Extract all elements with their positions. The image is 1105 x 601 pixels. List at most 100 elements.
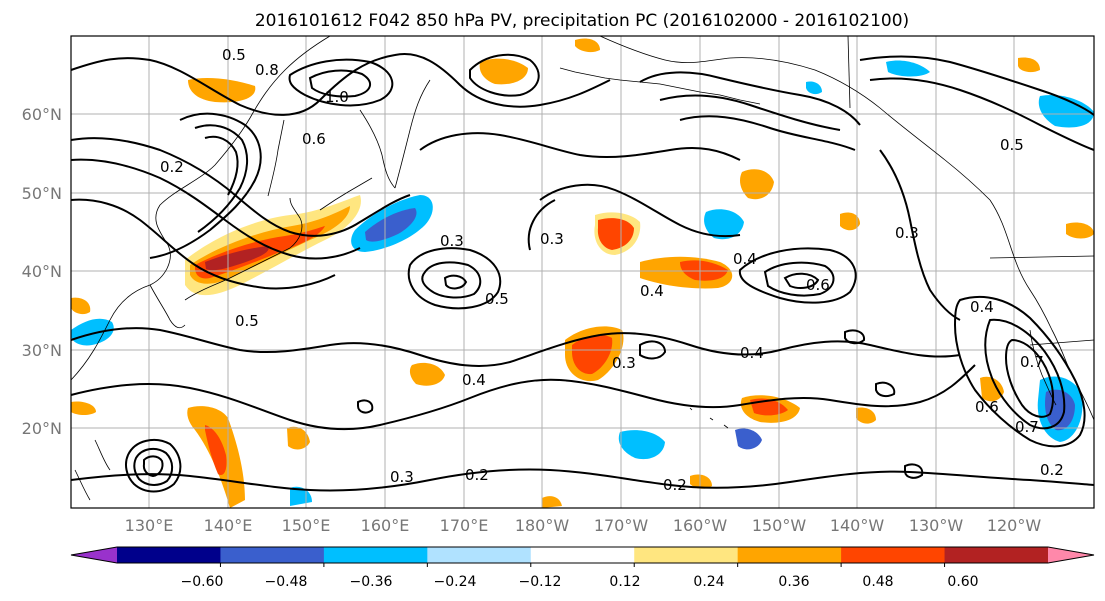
pv-contour-line-15	[539, 183, 741, 238]
colorbar-segment	[117, 547, 221, 563]
coast-alaska	[599, 35, 991, 201]
contour-label: 0.5	[222, 46, 246, 64]
pv-contour-line-30	[1004, 338, 1055, 418]
pv-contour-line-23	[70, 327, 601, 367]
colorbar-tick-label: 0.48	[862, 574, 893, 590]
lon-label: 140°W	[830, 516, 885, 535]
pv-contour-line-12	[70, 158, 361, 260]
pv-contour-line-22	[783, 272, 820, 289]
precip-blob-south-1	[542, 496, 562, 508]
precip-blob-kuril-neg-core	[365, 208, 417, 242]
contour-label: 0.2	[663, 476, 687, 494]
colorbar-segment	[220, 547, 325, 563]
colorbar-segment	[737, 547, 842, 563]
pv-contour-line-7	[679, 115, 856, 151]
contour-label: 0.4	[462, 371, 486, 389]
colorbar-outline	[70, 546, 1095, 564]
colorbar-tick-labels: −0.60 −0.48 −0.36 −0.24 −0.12 0.12 0.24 …	[181, 574, 979, 590]
pv-contour-line-34	[125, 439, 182, 493]
colorbar-tick-label: −0.12	[519, 574, 562, 590]
lon-label: 160°E	[361, 516, 410, 535]
pv-contour-line-32	[859, 55, 1095, 116]
pv-contour-line-4	[469, 53, 540, 97]
precip-blob-n-orange	[575, 38, 600, 53]
pv-contour-line-36	[142, 455, 164, 478]
lon-label: 150°W	[752, 516, 807, 535]
lat-label-40n: 40°N	[22, 262, 62, 281]
colorbar-segments	[70, 546, 1095, 564]
colorbar-tick-label: −0.48	[265, 574, 308, 590]
precip-blob-south-2	[690, 474, 712, 489]
pv-contours	[70, 53, 1095, 493]
pv-contour-line-31	[879, 149, 961, 321]
colorbar-tick-label: 0.24	[693, 574, 724, 590]
colorbar-segment	[530, 547, 635, 563]
precip-blob-neg-2	[735, 428, 762, 450]
contour-label: 1.0	[325, 88, 349, 106]
precip-blob-alaska-neg	[704, 209, 744, 240]
lon-label: 150°E	[282, 516, 331, 535]
pv-contour-line-33	[869, 77, 1095, 151]
pv-contour-line-28	[953, 295, 1086, 448]
coast-philippines	[74, 439, 111, 501]
contour-label: 0.4	[640, 282, 664, 300]
precip-blob-subtrop-2	[840, 212, 860, 231]
precip-blob-subtrop-1	[856, 407, 876, 424]
colorbar-tick-label: −0.36	[350, 574, 393, 590]
pv-contour-line-37	[639, 340, 667, 360]
precip-blob-n-orange-2	[1018, 57, 1040, 73]
pv-contour-line-38	[844, 329, 866, 345]
pv-contour-line-2	[288, 58, 394, 107]
pv-contour-line-3	[308, 69, 371, 98]
pv-contour-line-9	[194, 124, 248, 233]
pv-contour-line-26	[559, 364, 976, 409]
contour-label: 0.4	[970, 298, 994, 316]
latitude-labels: 60°N 50°N 40°N 30°N 20°N	[22, 105, 62, 438]
coast-korea	[149, 284, 186, 329]
precip-blob-east-mexico	[980, 376, 1004, 402]
pv-contour-line-6	[659, 94, 841, 131]
precip-blob-kamch-blue	[806, 81, 822, 95]
pv-contour-line-39	[357, 399, 374, 414]
lon-label: 160°W	[673, 516, 728, 535]
coast-hawaii	[689, 407, 729, 429]
contour-label: 0.7	[1015, 418, 1039, 436]
coast-kamchatka	[359, 79, 431, 189]
lat-label-30n: 30°N	[22, 341, 62, 360]
precip-blob-central-1-core	[572, 334, 613, 375]
precip-blob-kamchatka	[479, 58, 528, 85]
lon-label: 130°W	[909, 516, 964, 535]
map-title: 2016101612 F042 850 hPa PV, precipitatio…	[255, 11, 909, 31]
lon-label: 120°W	[987, 516, 1042, 535]
pv-contour-line-20	[738, 247, 857, 304]
precip-blob-w-edge-2	[71, 297, 91, 315]
lon-label: 130°E	[125, 516, 174, 535]
border-us-canada	[989, 255, 1095, 259]
lon-label: 170°W	[594, 516, 649, 535]
precip-blob-china-neg	[71, 318, 114, 346]
pv-contour-line-29	[984, 318, 1066, 430]
precip-blob-east-edge	[1066, 222, 1094, 239]
colorbar-ticks	[219, 563, 946, 567]
precip-blob-w-edge	[71, 401, 96, 415]
colorbar-tick-label: −0.60	[181, 574, 224, 590]
colorbar-segment	[427, 547, 532, 563]
precip-blob-hawaii-neg	[618, 430, 665, 460]
longitude-labels: 130°E 140°E 150°E 160°E 170°E 180°W 170°…	[125, 516, 1042, 535]
lon-label: 180°W	[515, 516, 570, 535]
pv-contour-line-19	[443, 274, 468, 290]
coast-asia	[70, 35, 331, 381]
pv-contour-line-5	[639, 71, 861, 126]
colorbar-tick-label: 0.36	[778, 574, 809, 590]
coast-kurils	[319, 177, 373, 211]
pv-contour-line-21	[763, 261, 835, 297]
colorbar-segment	[323, 547, 428, 563]
precip-blob-sea-2	[287, 426, 310, 450]
border-ak-canada	[847, 35, 851, 109]
precip-blob-bc-neg	[1038, 94, 1094, 128]
pv-contour-line-16	[527, 199, 556, 251]
contour-label: 0.2	[1040, 461, 1064, 479]
contour-label: 0.8	[255, 61, 279, 79]
contour-label: 0.6	[302, 130, 326, 148]
